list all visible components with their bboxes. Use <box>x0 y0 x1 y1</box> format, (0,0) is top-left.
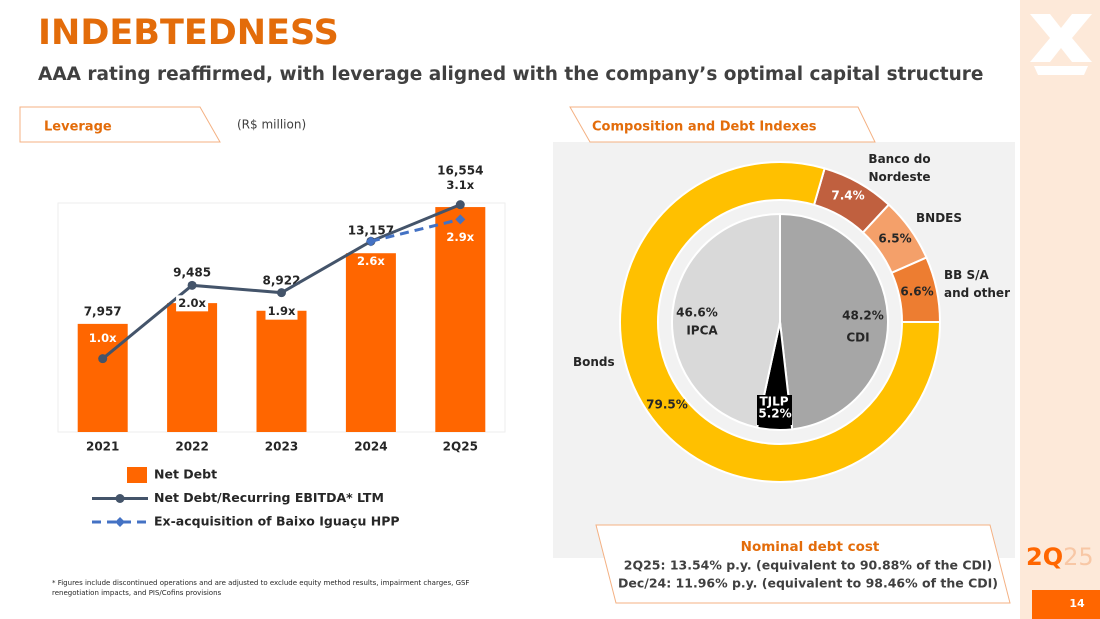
point <box>187 280 197 290</box>
ring-category-label: Bonds <box>573 355 615 369</box>
pie-value-label: 46.6% <box>676 306 718 320</box>
ring-value-label: 7.4% <box>831 189 864 203</box>
pie-category-label: TJLP <box>759 395 788 409</box>
x-tick-label: 2023 <box>265 440 298 454</box>
bar <box>77 323 128 432</box>
section-tab <box>19 106 221 143</box>
x-tick-label: 2024 <box>354 440 387 454</box>
label-box <box>176 295 209 312</box>
ring-category-label: Banco do Nordeste <box>868 152 931 184</box>
point <box>455 200 465 210</box>
section-tab <box>569 106 876 143</box>
footnote: * Figures include discontinued operation… <box>52 579 470 597</box>
line-value-label: 2.9x <box>446 230 474 244</box>
label-box <box>757 395 792 425</box>
point <box>365 236 376 247</box>
bar-value-label: 7,957 <box>84 304 122 318</box>
section-title: Leverage <box>44 120 112 135</box>
line-value-label: 1.9x <box>268 304 296 318</box>
cost-line: Dec/24: 11.96% p.y. (equivalent to 98.46… <box>618 576 998 591</box>
bar <box>435 207 486 432</box>
line-value-label: 2.6x <box>357 254 385 268</box>
cost-line: 2Q25: 13.54% p.y. (equivalent to 90.88% … <box>624 558 993 573</box>
ring-segment <box>619 161 942 483</box>
badge-suffix: 25 <box>1063 543 1094 571</box>
ring-value-label: 6.5% <box>878 232 911 246</box>
bar-value-label: 9,485 <box>173 266 211 280</box>
badge: 2Q25 <box>1026 543 1094 571</box>
x-tick-label: 2022 <box>175 440 208 454</box>
x-tick-label: 2021 <box>86 440 119 454</box>
line-value-label: 3.1x <box>446 178 474 192</box>
legend-label: Net Debt <box>154 467 217 482</box>
point <box>98 354 108 364</box>
cost-title: Nominal debt cost <box>741 539 880 555</box>
legend-label: Net Debt/Recurring EBITDA* LTM <box>154 490 384 505</box>
legend-label: Ex-acquisition of Baixo Iguaçu HPP <box>154 514 400 529</box>
title: INDEBTEDNESS <box>38 13 339 53</box>
point <box>455 214 466 225</box>
bar-value-label: 16,554 <box>437 164 483 178</box>
pie-category-label: IPCA <box>686 324 718 338</box>
bar <box>345 253 396 432</box>
badge-main: 2Q <box>1026 543 1063 571</box>
page-number: 14 <box>1069 597 1085 610</box>
bar-value-label: 8,922 <box>263 273 301 287</box>
legend-marker <box>115 494 125 503</box>
side-strip <box>1020 0 1100 619</box>
bar <box>256 310 307 432</box>
pie-category-label: CDI <box>846 331 869 345</box>
bar <box>167 303 218 432</box>
page-number-box <box>1032 590 1100 619</box>
ring-value-label: 79.5% <box>646 398 688 412</box>
line-value-label: 1.0x <box>89 331 117 345</box>
pie-value-label: 5.2% <box>758 407 791 421</box>
cost-box <box>595 524 1011 604</box>
section-title: Composition and Debt Indexes <box>592 120 817 135</box>
pie-value-label: 48.2% <box>842 309 884 323</box>
ring-category-label: BNDES <box>916 211 962 225</box>
pie-segment <box>779 212 889 431</box>
line <box>370 217 461 243</box>
subtitle: AAA rating reaffirmed, with leverage ali… <box>38 64 983 85</box>
bar-value-label: 13,157 <box>348 224 394 238</box>
label-box <box>265 303 298 320</box>
legend-marker <box>115 517 125 527</box>
legend-swatch <box>127 467 147 483</box>
line-value-label: 2.0x <box>178 296 206 310</box>
ring-value-label: 6.6% <box>900 285 933 299</box>
ring-category-label: BB S/A and other <box>944 268 1010 300</box>
point <box>277 288 286 298</box>
unit-label: (R$ million) <box>237 118 306 132</box>
logo <box>1030 14 1092 75</box>
pie-segment <box>671 212 781 429</box>
x-tick-label: 2Q25 <box>443 440 478 454</box>
